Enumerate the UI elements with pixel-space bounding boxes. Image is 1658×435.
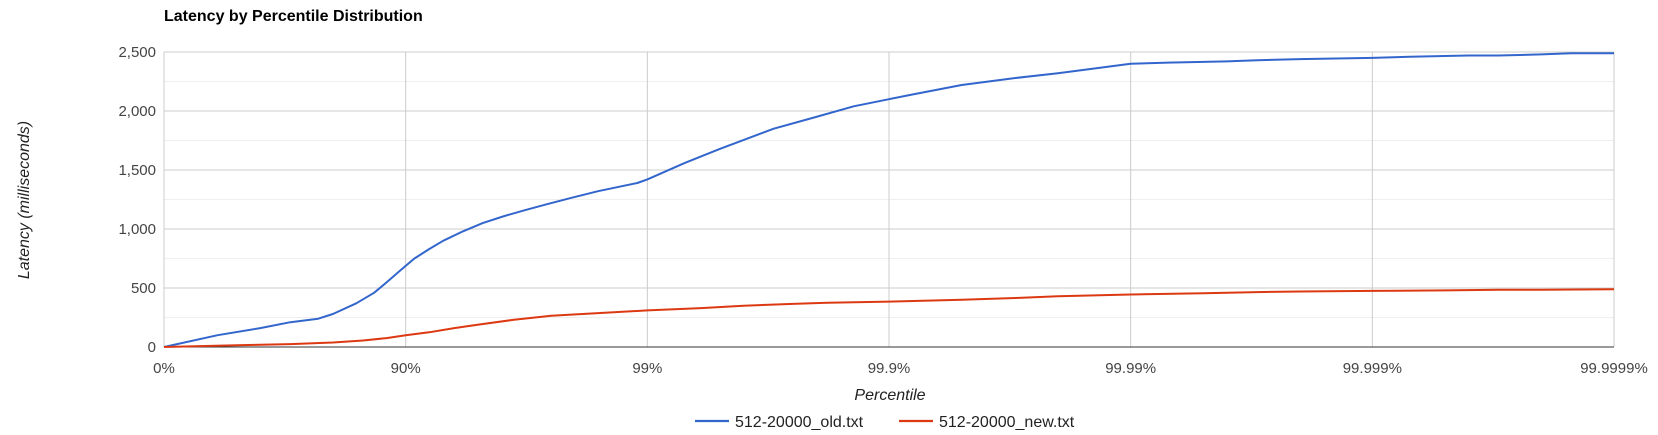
y-tick-label: 500 — [131, 280, 156, 297]
x-tick-label: 99.99% — [1105, 360, 1156, 377]
legend-label-new: 512-20000_new.txt — [939, 414, 1075, 431]
x-tick-label: 0% — [153, 360, 175, 377]
y-tick-label: 0 — [148, 339, 156, 356]
y-axis-title: Latency (milliseconds) — [16, 121, 33, 279]
y-tick-label: 1,000 — [118, 221, 156, 238]
legend-label-old: 512-20000_old.txt — [735, 414, 864, 431]
legend-item-old[interactable]: 512-20000_old.txt — [695, 414, 864, 431]
chart-title: Latency by Percentile Distribution — [164, 8, 423, 25]
x-tick-label: 99.9999% — [1580, 360, 1648, 377]
x-tick-label: 99% — [632, 360, 662, 377]
x-axis-title: Percentile — [854, 387, 925, 404]
series-layer — [163, 52, 1615, 348]
y-tick-label: 1,500 — [118, 162, 156, 179]
x-tick-label: 99.999% — [1343, 360, 1402, 377]
y-tick-label: 2,500 — [118, 44, 156, 61]
series-line-old — [163, 52, 1614, 348]
x-tick-label: 90% — [391, 360, 421, 377]
legend: 512-20000_old.txt 512-20000_new.txt — [695, 414, 1075, 431]
series-line-new — [163, 288, 1615, 348]
x-tick-label: 99.9% — [868, 360, 911, 377]
grid-layer — [164, 51, 1615, 347]
y-tick-label: 2,000 — [118, 103, 156, 120]
axis-layer: 0 500 1,000 1,500 2,000 2,500 0% 90% 99% 99.9% 99.… — [118, 44, 1647, 377]
legend-item-new[interactable]: 512-20000_new.txt — [899, 414, 1075, 431]
